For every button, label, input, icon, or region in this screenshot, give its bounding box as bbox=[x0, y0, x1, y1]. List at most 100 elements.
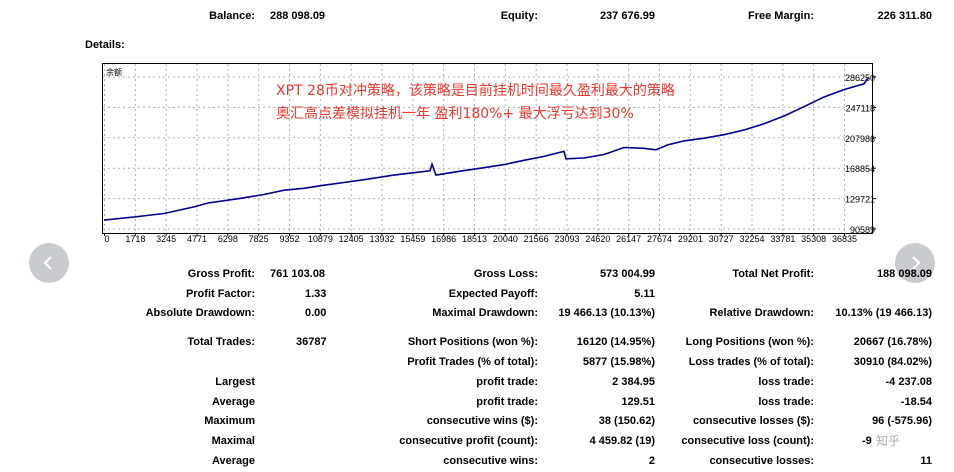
total-trades-value: 36787 bbox=[296, 336, 327, 348]
loss-trades-label: Loss trades (% of total): bbox=[688, 356, 814, 368]
largest-profit-value: 2 384.95 bbox=[612, 376, 655, 388]
x-tick-label: 35308 bbox=[801, 234, 826, 243]
x-tick-label: 21566 bbox=[524, 234, 549, 243]
maximal-drawdown-value: 19 466.13 (10.13%) bbox=[558, 307, 655, 319]
equity-value: 237 676.99 bbox=[599, 10, 655, 22]
x-tick-label: 18513 bbox=[462, 234, 487, 243]
maximal-label: Maximal bbox=[211, 435, 255, 447]
maximum-losses-label: consecutive losses ($): bbox=[692, 415, 814, 427]
largest-loss-label: loss trade: bbox=[758, 376, 814, 388]
chart-annotation-2: 奥汇高点差模拟挂机一年 盈利180%+ 最大浮亏达到30% bbox=[276, 106, 634, 122]
free-margin-label: Free Margin: bbox=[747, 10, 814, 22]
profit-trades-value: 5877 (15.98%) bbox=[582, 356, 655, 368]
x-tick-label: 0 bbox=[105, 234, 110, 243]
x-tick-label: 12405 bbox=[339, 234, 364, 243]
x-tick-label: 1718 bbox=[125, 234, 145, 243]
x-tick-label: 33781 bbox=[770, 234, 795, 243]
y-tick-label: 90589 bbox=[850, 225, 875, 235]
profit-factor-label: Profit Factor: bbox=[185, 288, 255, 300]
largest-loss-value: -4 237.08 bbox=[885, 376, 932, 388]
total-trades-label: Total Trades: bbox=[187, 336, 255, 348]
largest-label: Largest bbox=[215, 376, 255, 388]
watermark: 知乎 bbox=[876, 434, 901, 448]
x-tick-label: 4771 bbox=[187, 234, 207, 243]
maximum-wins-value: 38 (150.62) bbox=[598, 415, 655, 427]
y-tick-label: 207986 bbox=[845, 134, 875, 144]
average-consecutive-wins-label: consecutive wins: bbox=[443, 455, 538, 467]
chart-ylabel: 余额 bbox=[106, 68, 122, 77]
y-tick-label: 129721 bbox=[845, 195, 875, 205]
x-tick-label: 16986 bbox=[431, 234, 456, 243]
average-consecutive-losses-value: 11 bbox=[920, 455, 932, 467]
maximum-label: Maximum bbox=[204, 415, 255, 427]
relative-drawdown-value: 10.13% (19 466.13) bbox=[835, 307, 932, 319]
absolute-drawdown-value: 0.00 bbox=[305, 307, 327, 319]
relative-drawdown-label: Relative Drawdown: bbox=[709, 307, 814, 319]
x-tick-label: 3245 bbox=[156, 234, 176, 243]
average-profit-value: 129.51 bbox=[621, 396, 655, 408]
maximum-losses-value: 96 (-575.96) bbox=[872, 415, 932, 427]
maximal-loss-value: -9 bbox=[862, 435, 872, 447]
y-tick-label: 168854 bbox=[845, 164, 875, 174]
x-tick-label: 9352 bbox=[279, 234, 299, 243]
average-consecutive-wins-value: 2 bbox=[648, 455, 655, 467]
chevron-left-icon bbox=[43, 256, 52, 270]
gross-profit-value: 761 103.08 bbox=[270, 268, 326, 280]
x-tick-label: 29201 bbox=[678, 234, 703, 243]
gross-profit-label: Gross Profit: bbox=[187, 268, 255, 280]
maximal-loss-label: consecutive loss (count): bbox=[681, 435, 814, 447]
x-tick-label: 15459 bbox=[400, 234, 425, 243]
x-tick-label: 20040 bbox=[493, 234, 518, 243]
balance-series-line bbox=[103, 77, 869, 221]
long-positions-label: Long Positions (won %): bbox=[685, 336, 814, 348]
x-tick-label: 10879 bbox=[308, 234, 333, 243]
equity-label: Equity: bbox=[500, 10, 538, 22]
average-profit-label: profit trade: bbox=[476, 396, 538, 408]
plot-frame bbox=[102, 63, 873, 234]
maximal-profit-label: consecutive profit (count): bbox=[399, 435, 538, 447]
largest-profit-label: profit trade: bbox=[476, 376, 538, 388]
x-tick-label: 32254 bbox=[739, 234, 764, 243]
expected-payoff-value: 5.11 bbox=[634, 288, 655, 300]
maximal-drawdown-label: Maximal Drawdown: bbox=[432, 307, 538, 319]
x-tick-label: 27674 bbox=[647, 234, 672, 243]
x-tick-label: 6298 bbox=[218, 234, 238, 243]
average-loss-value: -18.54 bbox=[900, 396, 932, 408]
average-loss-label: loss trade: bbox=[758, 396, 814, 408]
profit-factor-value: 1.33 bbox=[305, 288, 327, 300]
average-consecutive-label: Average bbox=[211, 455, 255, 467]
expected-payoff-label: Expected Payoff: bbox=[448, 288, 538, 300]
gross-loss-label: Gross Loss: bbox=[473, 268, 538, 280]
chart-annotation-1: XPT 28币对冲策略，该策略是目前挂机时间最久盈利最大的策略 bbox=[276, 83, 675, 99]
gross-loss-value: 573 004.99 bbox=[599, 268, 655, 280]
average-consecutive-losses-label: consecutive losses: bbox=[709, 455, 814, 467]
x-tick-label: 26147 bbox=[616, 234, 641, 243]
next-slide-button[interactable] bbox=[895, 243, 935, 283]
profit-trades-label: Profit Trades (% of total): bbox=[407, 356, 538, 368]
details-label: Details: bbox=[85, 39, 125, 51]
balance-label: Balance: bbox=[209, 10, 255, 22]
total-net-profit-value: 188 098.09 bbox=[876, 268, 932, 280]
x-tick-label: 7825 bbox=[249, 234, 269, 243]
chevron-right-icon bbox=[912, 256, 921, 270]
x-tick-label: 30727 bbox=[709, 234, 734, 243]
x-tick-label: 36835 bbox=[832, 234, 857, 243]
short-positions-value: 16120 (14.95%) bbox=[576, 336, 655, 348]
absolute-drawdown-label: Absolute Drawdown: bbox=[145, 307, 255, 319]
balance-chart: 286250 247118 207986 168854 129721 90589 0 1718… bbox=[102, 63, 876, 243]
free-margin-value: 226 311.80 bbox=[877, 10, 932, 22]
balance-chart-svg: 286250 247118 207986 168854 129721 90589 0 1718… bbox=[102, 63, 876, 243]
maximal-profit-value: 4 459.82 (19) bbox=[589, 435, 655, 447]
average-label: Average bbox=[211, 396, 255, 408]
y-tick-label: 286250 bbox=[845, 73, 875, 83]
prev-slide-button[interactable] bbox=[29, 243, 69, 283]
total-net-profit-label: Total Net Profit: bbox=[732, 268, 814, 280]
maximum-wins-label: consecutive wins ($): bbox=[426, 415, 538, 427]
loss-trades-value: 30910 (84.02%) bbox=[853, 356, 932, 368]
x-tick-label: 13932 bbox=[369, 234, 394, 243]
y-tick-label: 247118 bbox=[846, 103, 875, 113]
long-positions-value: 20667 (16.78%) bbox=[853, 336, 932, 348]
balance-value: 288 098.09 bbox=[270, 10, 326, 22]
x-tick-label: 24620 bbox=[585, 234, 610, 243]
x-tick-label: 23093 bbox=[554, 234, 579, 243]
